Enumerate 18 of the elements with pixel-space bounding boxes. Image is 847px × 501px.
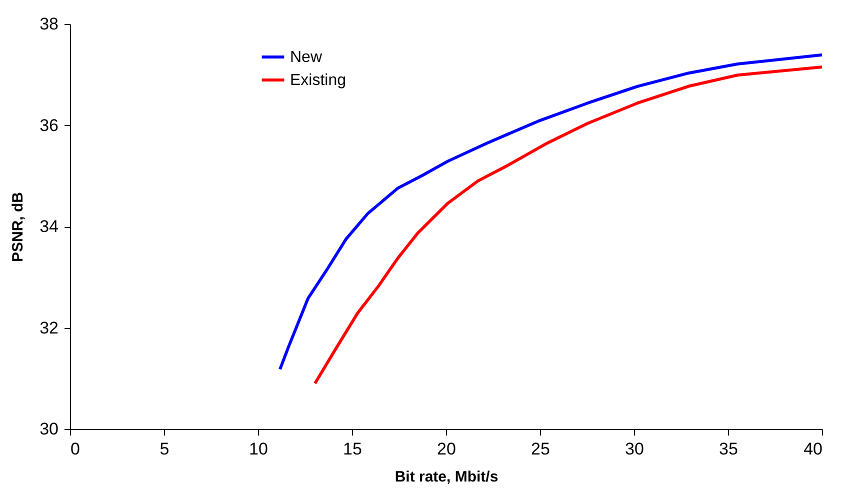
y-tick-label: 32 [40,318,58,338]
x-tick-label: 25 [531,440,550,458]
x-tick-label: 35 [719,440,738,458]
x-tick-label: 15 [343,440,362,458]
x-tick-label: 0 [70,440,80,458]
y-tick-label: 36 [40,116,58,135]
legend-label: New [290,49,322,66]
y-tick-label: 30 [40,420,58,438]
x-tick-label: 40 [804,440,822,458]
y-tick-label: 38 [40,14,58,34]
legend-label: Existing [290,72,346,89]
x-tick-label: 10 [249,440,268,458]
y-axis-title: PSNR, dB [10,192,27,262]
y-tick-label: 34 [40,217,58,236]
x-tick-label: 20 [437,440,456,458]
x-tick-label: 5 [160,440,170,458]
x-tick-label: 30 [625,440,644,458]
x-axis-title: Bit rate, Mbit/s [394,468,498,486]
